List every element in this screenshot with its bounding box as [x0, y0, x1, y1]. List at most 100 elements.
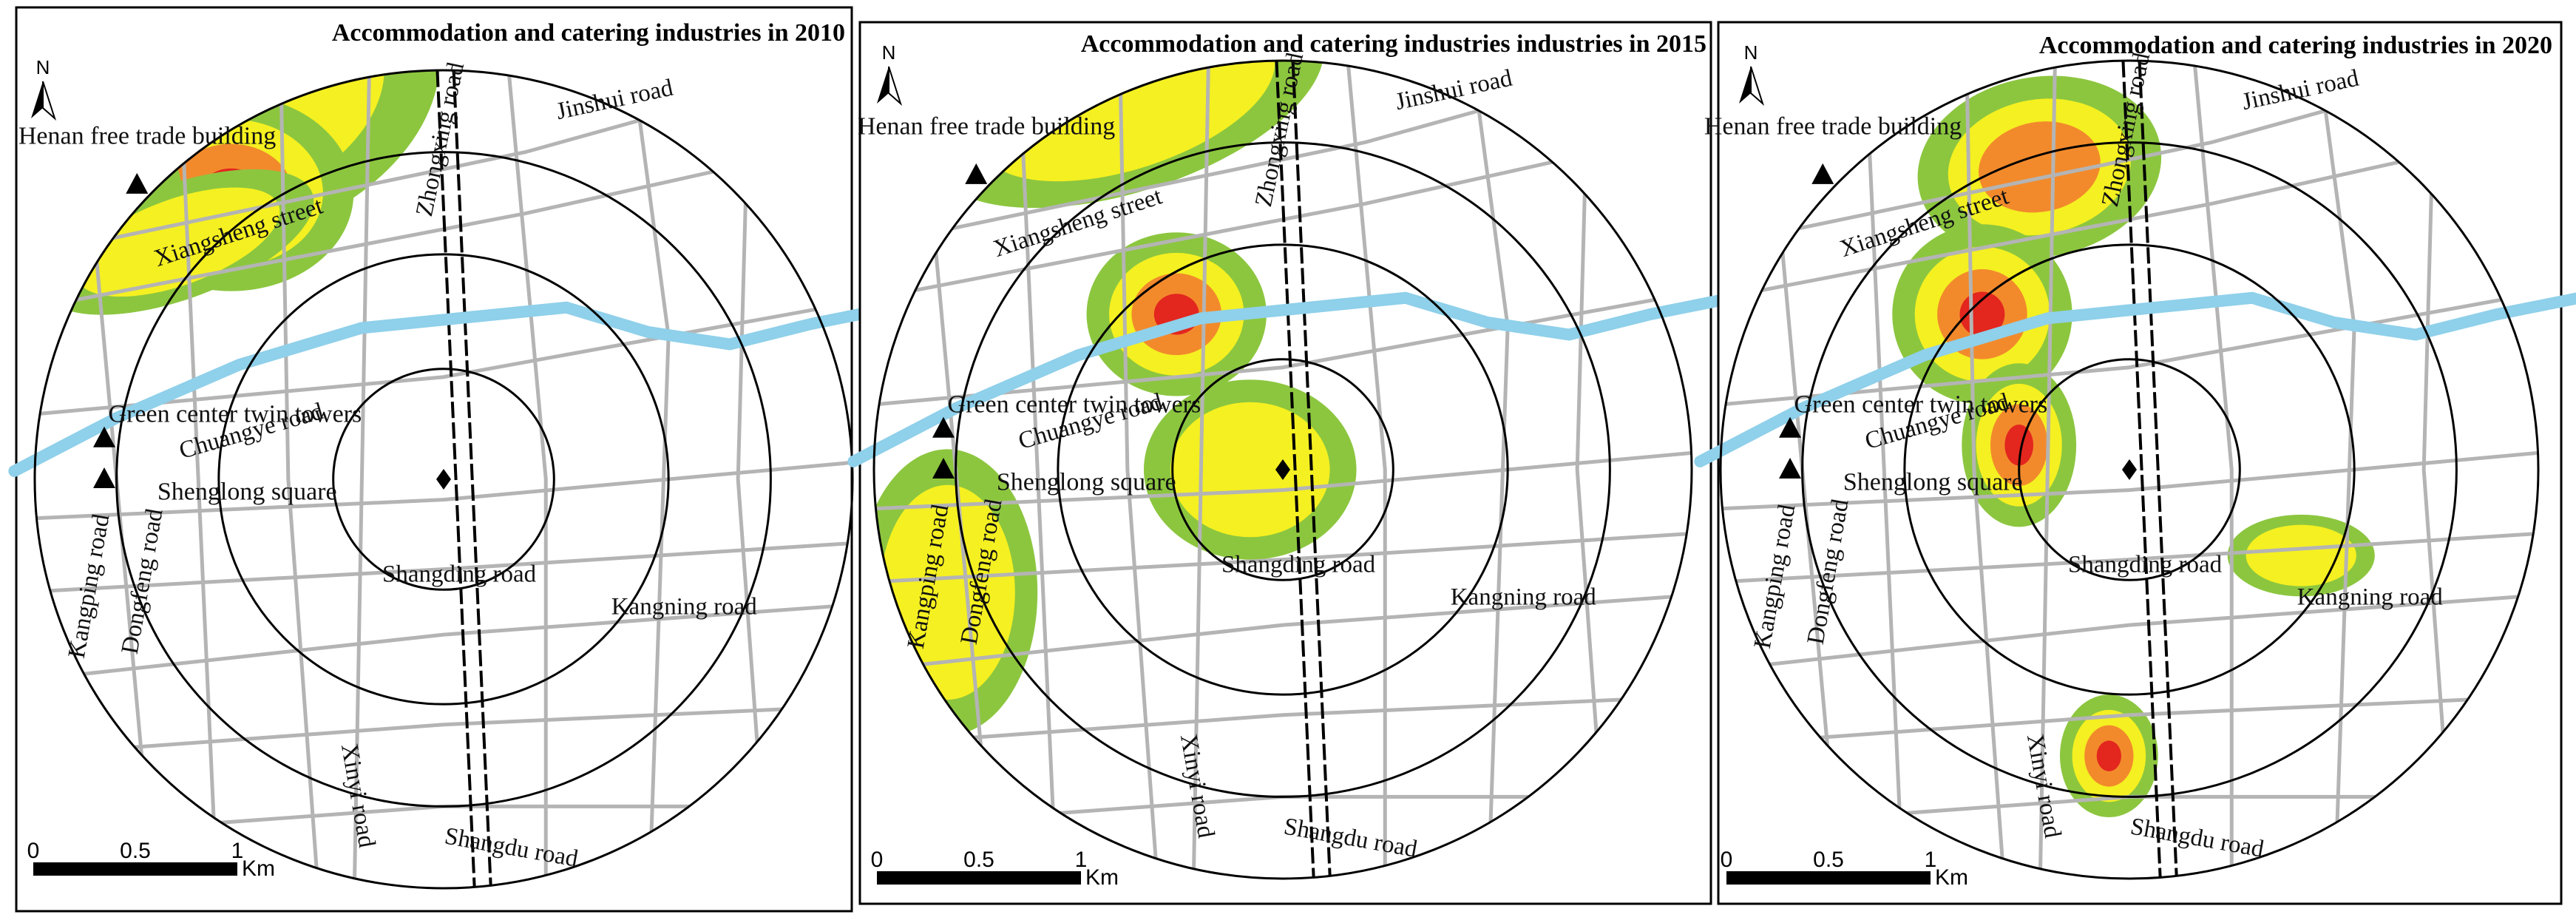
road-label-shangding: Shangding road — [1221, 551, 1376, 578]
road-line-3 — [874, 447, 1692, 513]
panel-title: Accommodation and catering industries in… — [332, 19, 845, 47]
scale-bar — [33, 862, 237, 876]
road-line-5 — [1721, 590, 2538, 676]
road-line-5 — [874, 590, 1692, 676]
panel-title: Accommodation and catering industries in… — [2039, 32, 2552, 59]
road-line-3 — [35, 456, 853, 522]
road-line-9 — [176, 70, 221, 888]
north-arrow-icon — [1739, 67, 1751, 104]
scale-tick-0: 0 — [871, 848, 884, 872]
road-line-6 — [874, 692, 1692, 750]
poi-label-henan: Henan free trade building — [1704, 113, 1962, 141]
buffer-ring-3 — [33, 69, 854, 890]
road-line-9 — [1862, 61, 1907, 879]
scale-tick-2: 1 — [231, 839, 244, 863]
map-body — [874, 61, 1692, 879]
buffer-ring-2 — [1801, 141, 2458, 798]
buffer-ring-1 — [1903, 243, 2356, 696]
poi-label-henan: Henan free trade building — [858, 113, 1115, 141]
center-marker — [1275, 459, 1290, 480]
railway-line-1 — [1289, 61, 1334, 879]
center-marker — [436, 469, 451, 490]
railway-line-1 — [450, 70, 495, 888]
center-marker — [2122, 459, 2137, 480]
buffer-ring-0 — [2018, 358, 2241, 581]
buffer-ring-1 — [1057, 243, 1509, 696]
road-line-12 — [503, 70, 548, 888]
road-line-12 — [2189, 61, 2234, 879]
road-label-kangning: Kangning road — [611, 593, 758, 620]
road-line-5 — [35, 600, 853, 686]
north-arrow-outline — [42, 81, 57, 121]
road-line-6 — [35, 702, 853, 760]
poi-marker-shenglong — [932, 458, 955, 479]
hotspot-shenglong-peak-3 — [2004, 425, 2034, 466]
railway-line-0 — [1272, 61, 1318, 879]
scale-tick-1: 0.5 — [1813, 848, 1844, 872]
road-line-11 — [2037, 61, 2058, 879]
poi-marker-shenglong — [93, 467, 116, 488]
scale-unit: Km — [1085, 865, 1119, 890]
road-label-kangning: Kangning road — [1451, 584, 1597, 610]
north-arrow-outline — [888, 66, 903, 106]
poi-label-shenglong: Shenglong square — [997, 469, 1176, 496]
north-arrow-outline — [1750, 66, 1765, 106]
poi-label-shenglong: Shenglong square — [1843, 469, 2023, 496]
scale-tick-0: 0 — [27, 839, 40, 863]
scale-tick-0: 0 — [1721, 848, 1733, 872]
road-label-shangding: Shangding road — [382, 561, 537, 587]
railway-line-0 — [433, 70, 478, 888]
buffer-ring-0 — [332, 368, 555, 591]
railway-line-0 — [2119, 61, 2164, 879]
road-line-11 — [351, 70, 372, 888]
railway-line-1 — [2136, 61, 2180, 879]
scale-tick-2: 1 — [1075, 848, 1088, 872]
poi-label-green: Green center twin towers — [1794, 391, 2048, 419]
poi-label-henan: Henan free trade building — [18, 123, 276, 150]
road-line-6 — [1721, 692, 2538, 750]
road-line-12 — [1342, 61, 1387, 879]
poi-marker-green — [1779, 416, 1802, 438]
road-line-11 — [1190, 61, 1211, 879]
river — [1694, 291, 2576, 467]
hotspot-north-orange-2 — [1978, 121, 2101, 213]
hotspot-center-yellow-1 — [1170, 402, 1330, 538]
north-label: N — [1744, 41, 1758, 64]
scale-tick-2: 1 — [1925, 848, 1937, 872]
scale-unit: Km — [242, 856, 275, 881]
buffer-ring-3 — [872, 59, 1693, 880]
poi-marker-henan — [126, 172, 149, 194]
road-line-10 — [278, 70, 323, 888]
poi-label-shenglong: Shenglong square — [157, 479, 337, 506]
panel-title: Accommodation and catering industries in… — [1081, 30, 1706, 58]
road-line-9 — [1015, 61, 1060, 879]
scale-bar — [1726, 871, 1931, 885]
north-label: N — [36, 56, 50, 78]
scale-tick-1: 0.5 — [120, 839, 151, 863]
poi-marker-henan — [1811, 163, 1834, 184]
poi-marker-shenglong — [1779, 458, 1802, 479]
poi-marker-green — [932, 416, 955, 438]
scale-unit: Km — [1935, 865, 1968, 890]
map-body — [1721, 61, 2538, 879]
panel-frame — [15, 6, 853, 913]
hotspot-kangning-east-1 — [2245, 524, 2356, 586]
road-label-shangding: Shangding road — [2068, 551, 2223, 578]
river — [8, 301, 961, 477]
buffer-ring-2 — [115, 151, 772, 808]
buffer-ring-3 — [1719, 59, 2540, 880]
north-arrow-icon — [31, 81, 43, 118]
north-arrow-icon — [877, 67, 889, 104]
scale-bar — [877, 871, 1081, 885]
scale-tick-1: 0.5 — [963, 848, 994, 872]
poi-label-green: Green center twin towers — [948, 391, 1201, 419]
poi-marker-henan — [965, 163, 988, 184]
buffer-ring-0 — [1171, 358, 1394, 581]
hotspot-xinyi-south-peak-3 — [2096, 740, 2121, 771]
road-label-kangning: Kangning road — [2297, 584, 2444, 610]
buffer-ring-1 — [217, 253, 670, 706]
road-line-10 — [1964, 61, 2009, 879]
